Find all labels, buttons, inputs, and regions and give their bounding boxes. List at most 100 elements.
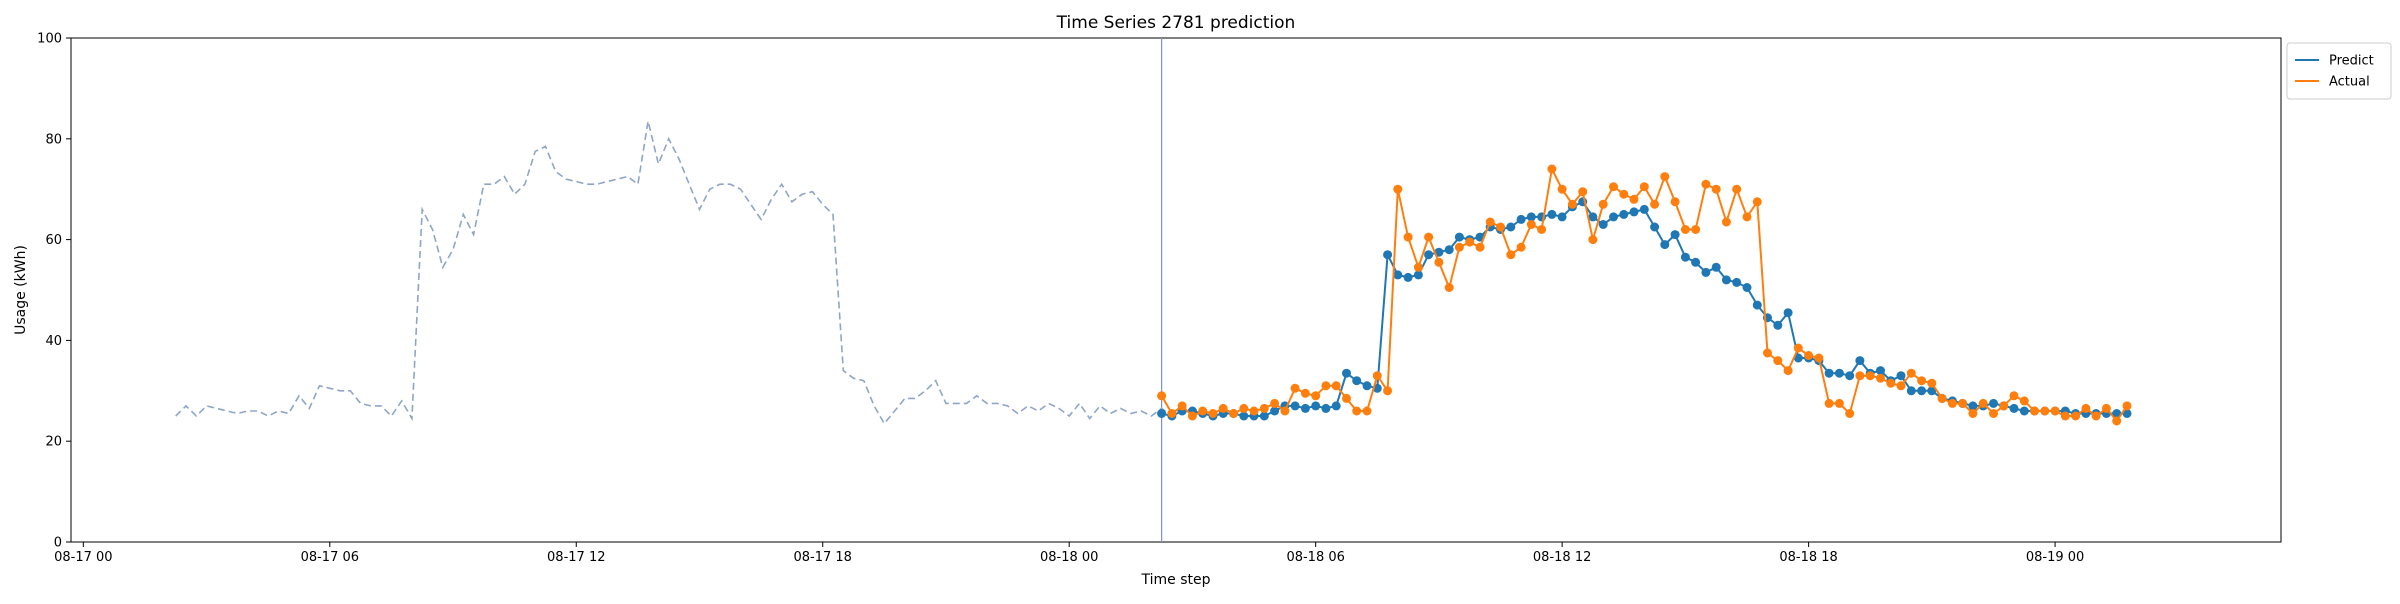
predict-point	[1321, 403, 1331, 413]
actual-point	[2050, 406, 2060, 416]
actual-point	[1229, 409, 1238, 418]
predict-point	[1403, 272, 1413, 282]
actual-point	[1804, 351, 1814, 360]
predict-point	[1906, 386, 1916, 396]
predict-point	[1783, 308, 1793, 318]
chart-title: Time Series 2781 prediction	[1056, 13, 1296, 33]
predict-point	[1526, 212, 1536, 222]
actual-point	[1393, 184, 1403, 194]
predict-series	[1157, 197, 2132, 421]
actual-point	[1249, 406, 1259, 416]
actual-point	[1906, 368, 1916, 378]
predict-point	[1968, 401, 1978, 411]
actual-point	[1793, 343, 1803, 353]
actual-point	[2071, 411, 2081, 421]
actual-point	[1670, 197, 1680, 207]
actual-point	[1752, 197, 1762, 207]
predict-point	[1342, 368, 1351, 378]
predict-point	[1793, 353, 1803, 363]
predict-point	[1927, 386, 1937, 396]
predict-point	[1393, 270, 1403, 280]
predict-point	[1660, 240, 1670, 250]
actual-point	[1927, 378, 1937, 388]
actual-point	[1187, 411, 1197, 421]
predict-point	[1639, 204, 1649, 214]
actual-point	[1465, 237, 1475, 247]
predict-point	[1547, 209, 1557, 219]
actual-point	[1434, 257, 1444, 267]
predict-point	[1598, 220, 1608, 229]
x-tick-label: 08-18 12	[1533, 550, 1591, 565]
actual-point	[1383, 386, 1393, 396]
actual-point	[1331, 381, 1341, 391]
predict-point	[1290, 401, 1300, 411]
predict-point	[1588, 212, 1598, 222]
predict-point	[1742, 283, 1752, 292]
predict-point	[2019, 406, 2029, 416]
predict-point	[1157, 409, 1167, 418]
predict-point	[1516, 214, 1526, 224]
x-tick-label: 08-17 06	[301, 550, 359, 565]
actual-point	[1567, 199, 1577, 209]
predict-point	[1362, 381, 1372, 391]
actual-point	[1157, 391, 1167, 401]
actual-point	[1742, 212, 1752, 222]
legend-label-predict: Predict	[2329, 54, 2374, 69]
predict-point	[1619, 209, 1629, 219]
actual-point	[1239, 403, 1249, 413]
predict-point	[1311, 401, 1321, 411]
actual-point	[1547, 164, 1557, 174]
x-tick-label: 08-18 18	[1779, 550, 1837, 565]
actual-point	[2122, 401, 2132, 411]
actual-point	[1937, 393, 1947, 403]
predict-point	[1352, 376, 1362, 386]
y-tick-label: 100	[37, 32, 62, 47]
plot-frame	[70, 37, 2282, 543]
actual-point	[1639, 182, 1649, 192]
actual-point	[1578, 187, 1588, 197]
x-tick-label: 08-17 00	[54, 550, 112, 565]
actual-point	[1650, 199, 1660, 209]
actual-point	[1958, 398, 1968, 408]
actual-point	[1824, 398, 1834, 408]
actual-point	[1763, 348, 1772, 358]
predict-point	[1239, 411, 1249, 421]
actual-point	[1403, 232, 1413, 242]
actual-point	[1773, 356, 1783, 366]
actual-point	[1290, 383, 1300, 393]
x-axis-label: Time step	[1141, 572, 1211, 588]
actual-point	[1896, 381, 1906, 391]
actual-point	[1485, 217, 1495, 227]
actual-point	[1300, 388, 1310, 398]
actual-point	[1989, 409, 1998, 418]
actual-point	[2030, 406, 2039, 416]
actual-point	[1999, 401, 2009, 411]
actual-point	[1526, 220, 1536, 229]
actual-point	[1978, 398, 1988, 408]
predict-point	[1989, 398, 1998, 408]
predict-point	[1680, 252, 1690, 262]
predict-point	[1752, 300, 1762, 310]
actual-point	[1814, 353, 1824, 363]
actual-point	[1609, 182, 1618, 192]
actual-point	[1444, 283, 1454, 292]
predict-point	[1650, 222, 1660, 232]
predict-point	[2009, 403, 2019, 413]
actual-point	[1721, 217, 1731, 227]
legend: Predict Actual	[2286, 42, 2392, 100]
actual-point	[1372, 371, 1382, 381]
y-tick-label: 60	[45, 233, 62, 248]
predict-point	[1454, 232, 1464, 242]
history-line	[175, 121, 1183, 426]
actual-point	[1198, 406, 1208, 416]
actual-point	[1619, 189, 1629, 199]
actual-point	[1342, 393, 1351, 403]
predict-point	[1609, 212, 1618, 222]
actual-point	[1598, 199, 1608, 209]
actual-point	[1537, 225, 1547, 234]
predict-point	[1917, 386, 1927, 396]
predict-line	[1161, 200, 2127, 418]
x-tick-label: 08-19 00	[2026, 550, 2084, 565]
actual-point	[1270, 398, 1280, 408]
actual-point	[1968, 409, 1978, 418]
